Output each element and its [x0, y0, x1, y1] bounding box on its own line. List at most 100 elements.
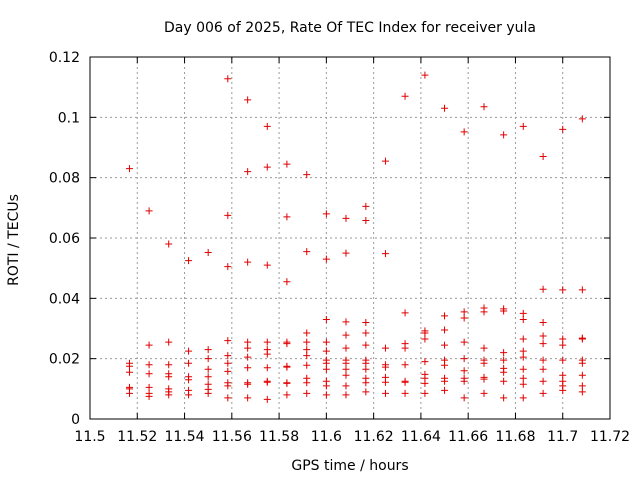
data-point [145, 383, 153, 391]
data-point [401, 344, 409, 352]
data-point [539, 332, 547, 340]
data-point [500, 131, 508, 139]
data-point [381, 250, 389, 258]
data-point [224, 359, 232, 367]
data-point [303, 248, 311, 256]
data-point [362, 329, 370, 337]
data-point [480, 359, 488, 367]
data-point [519, 380, 527, 388]
data-point [204, 389, 212, 397]
data-point [519, 374, 527, 382]
data-point [539, 377, 547, 385]
data-point [342, 391, 350, 399]
x-tick-label: 11.54 [164, 429, 204, 445]
data-point [283, 340, 291, 348]
data-point [145, 341, 153, 349]
data-point [224, 382, 232, 390]
data-point [460, 394, 468, 402]
data-point [244, 96, 252, 104]
data-point [441, 361, 449, 369]
data-point [401, 361, 409, 369]
data-point [578, 382, 586, 390]
data-point [421, 358, 429, 366]
data-point [165, 373, 173, 381]
data-point [263, 261, 271, 269]
data-point [441, 326, 449, 334]
y-tick-label: 0.1 [58, 110, 80, 126]
data-point [303, 352, 311, 360]
data-point [224, 263, 232, 271]
data-point [480, 103, 488, 111]
data-point [303, 171, 311, 179]
y-tick-labels: 0 0.02 0.04 0.06 0.08 0.1 0.12 [49, 50, 80, 428]
data-point [421, 329, 429, 337]
data-point [342, 331, 350, 339]
data-point [283, 391, 291, 399]
data-point [244, 258, 252, 266]
data-point [303, 361, 311, 369]
data-point [283, 379, 291, 387]
data-point [224, 352, 232, 360]
data-point [401, 389, 409, 397]
data-point [342, 249, 350, 257]
data-point [500, 394, 508, 402]
x-tick-label: 11.64 [401, 429, 441, 445]
data-point [244, 168, 252, 176]
data-point [480, 308, 488, 316]
data-point [401, 92, 409, 100]
x-tick-labels: 11.5 11.52 11.54 11.56 11.58 11.6 11.62 11.64 11… [74, 429, 630, 445]
data-point [578, 359, 586, 367]
data-point [480, 389, 488, 397]
data-point [421, 71, 429, 79]
data-point [362, 379, 370, 387]
data-point [578, 371, 586, 379]
x-tick-label: 11.6 [311, 429, 342, 445]
data-point [480, 344, 488, 352]
data-point [401, 309, 409, 317]
data-points [125, 71, 586, 403]
data-point [500, 368, 508, 376]
data-point [263, 395, 271, 403]
data-point [145, 370, 153, 378]
data-point [539, 318, 547, 326]
data-point [322, 210, 330, 218]
data-point [145, 207, 153, 215]
data-point [263, 364, 271, 372]
plot-frame [89, 56, 611, 420]
x-tick-label: 11.58 [259, 429, 299, 445]
data-point [224, 211, 232, 219]
data-point [303, 346, 311, 354]
data-point [165, 240, 173, 248]
chart-title: Day 006 of 2025, Rate Of TEC Index for r… [164, 20, 536, 36]
data-point [519, 353, 527, 361]
data-point [578, 388, 586, 396]
x-tick-label: 11.56 [212, 429, 252, 445]
data-point [421, 335, 429, 343]
data-point [185, 257, 193, 265]
data-point [578, 286, 586, 294]
data-point [362, 202, 370, 210]
data-point [421, 389, 429, 397]
data-point [224, 337, 232, 345]
data-point [185, 376, 193, 384]
data-point [303, 338, 311, 346]
x-tick-label: 11.66 [448, 429, 488, 445]
data-point [165, 361, 173, 369]
data-point [303, 329, 311, 337]
data-point [500, 356, 508, 364]
data-point [244, 338, 252, 346]
data-point [342, 344, 350, 352]
data-point [283, 363, 291, 371]
data-point [224, 75, 232, 83]
data-point [322, 365, 330, 373]
data-point [204, 373, 212, 381]
data-point [244, 353, 252, 361]
data-point [460, 338, 468, 346]
data-point [263, 350, 271, 358]
data-point [519, 394, 527, 402]
data-point [244, 380, 252, 388]
data-point [500, 377, 508, 385]
data-point [500, 349, 508, 357]
